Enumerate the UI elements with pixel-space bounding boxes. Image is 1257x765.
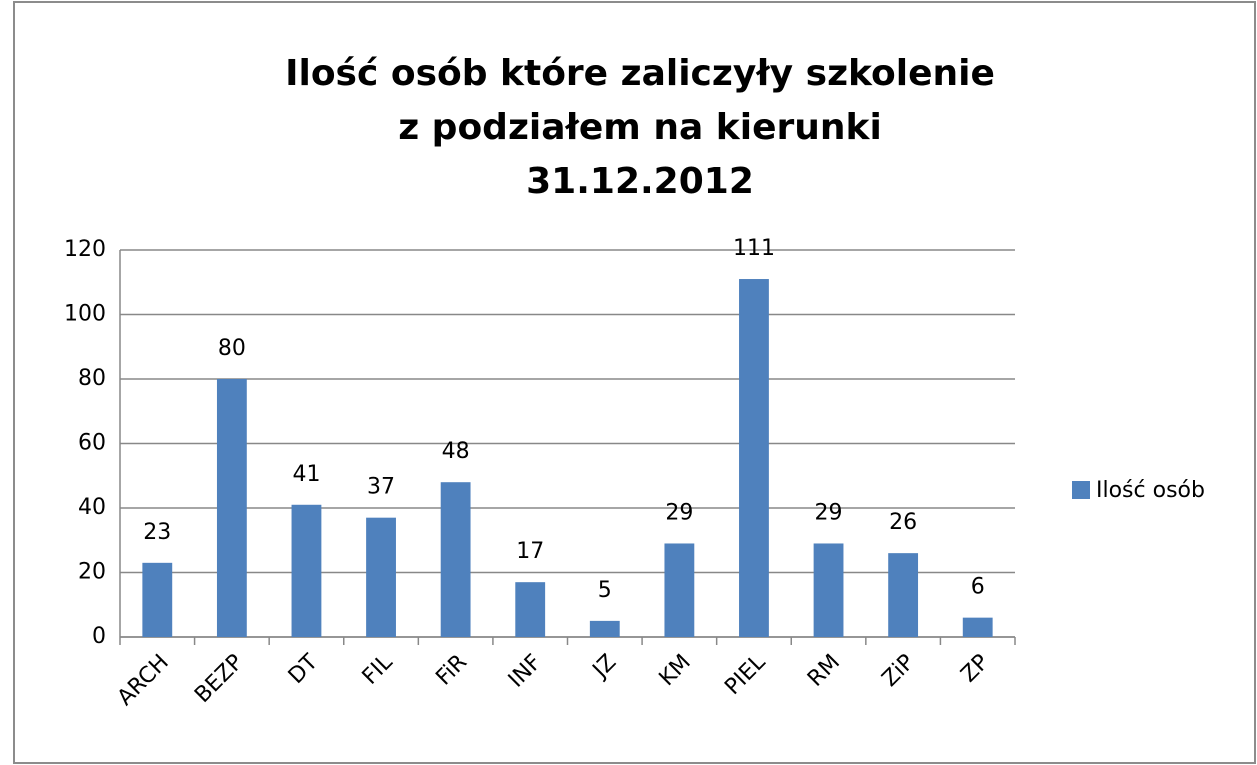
bar [142,562,173,637]
legend-label: Ilość osób [1096,478,1205,503]
data-label: 6 [971,575,985,600]
data-label: 26 [889,510,917,535]
legend-swatch [1072,481,1090,499]
bar [664,543,695,637]
y-tick-label: 80 [78,366,106,391]
chart-title: z podziałem na kierunki [398,107,882,148]
data-label: 48 [442,439,470,464]
data-label: 80 [218,336,246,361]
bar [813,543,844,637]
data-label: 41 [292,462,320,487]
data-label: 5 [598,578,612,603]
bar [216,379,247,637]
data-label: 29 [815,500,843,525]
chart-title: 31.12.2012 [526,161,754,202]
y-tick-label: 60 [78,431,106,456]
y-tick-label: 0 [92,624,106,649]
bar [366,517,396,637]
y-tick-label: 120 [64,237,106,262]
bar [589,620,620,637]
data-label: 17 [516,539,544,564]
y-tick-label: 100 [64,302,106,327]
data-label: 37 [367,475,395,500]
y-tick-label: 40 [78,495,106,520]
bar [440,482,471,637]
bar [739,279,769,637]
bar [291,504,322,637]
y-tick-label: 20 [78,560,106,585]
bar [515,582,546,637]
bar [888,553,919,637]
chart-title: Ilość osób które zaliczyły szkolenie [285,53,995,94]
bar [962,617,993,637]
data-label: 23 [143,520,171,545]
data-label: 111 [733,236,775,261]
data-label: 29 [665,500,693,525]
